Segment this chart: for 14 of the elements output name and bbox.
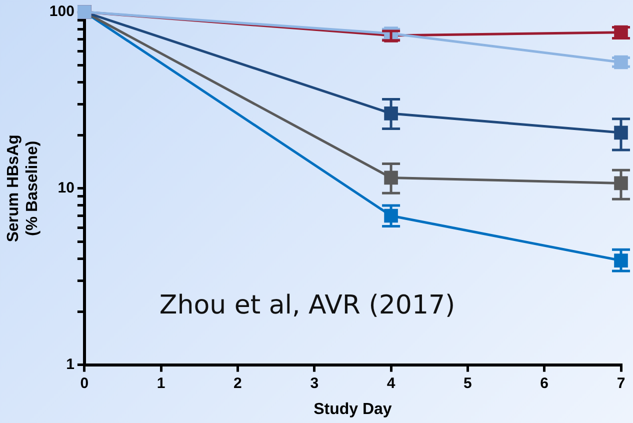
annotation: Zhou et al, AVR (2017) xyxy=(159,290,456,321)
x-tick-label: 4 xyxy=(386,374,396,392)
y-tick-label: 10 xyxy=(58,180,74,197)
x-tick-label: 0 xyxy=(80,374,89,392)
y-axis-title: Serum HBsAg (% Baseline) xyxy=(5,134,42,242)
x-tick-label: 6 xyxy=(540,374,549,392)
x-axis-title: Study Day xyxy=(314,400,392,418)
y-tick-label: 100 xyxy=(49,3,74,20)
x-tick-label: 2 xyxy=(234,374,242,392)
x-tick-label: 3 xyxy=(310,374,319,392)
x-tick-label: 1 xyxy=(156,374,166,392)
x-tick-label: 7 xyxy=(616,374,626,392)
y-tick-label: 1 xyxy=(66,356,74,373)
x-tick-label: 5 xyxy=(464,374,472,392)
